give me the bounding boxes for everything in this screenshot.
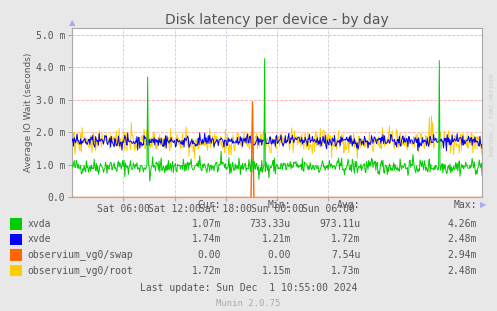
Text: 2.94m: 2.94m — [448, 250, 477, 260]
Text: 1.21m: 1.21m — [261, 234, 291, 244]
Text: Max:: Max: — [454, 200, 477, 210]
Text: Min:: Min: — [267, 200, 291, 210]
Text: Last update: Sun Dec  1 10:55:00 2024: Last update: Sun Dec 1 10:55:00 2024 — [140, 283, 357, 293]
Text: observium_vg0/swap: observium_vg0/swap — [27, 249, 133, 261]
Text: observium_vg0/root: observium_vg0/root — [27, 265, 133, 276]
Text: Munin 2.0.75: Munin 2.0.75 — [216, 299, 281, 308]
Text: 2.48m: 2.48m — [448, 234, 477, 244]
Text: ▲: ▲ — [69, 18, 76, 27]
Text: 1.72m: 1.72m — [331, 234, 360, 244]
Text: Cur:: Cur: — [198, 200, 221, 210]
Text: 1.07m: 1.07m — [192, 219, 221, 229]
Text: xvda: xvda — [27, 219, 51, 229]
Text: RRDTOOL / TOBI OETIKER: RRDTOOL / TOBI OETIKER — [490, 74, 495, 156]
Text: 7.54u: 7.54u — [331, 250, 360, 260]
Text: 733.33u: 733.33u — [249, 219, 291, 229]
Text: xvde: xvde — [27, 234, 51, 244]
Text: 1.74m: 1.74m — [192, 234, 221, 244]
Y-axis label: Average IO Wait (seconds): Average IO Wait (seconds) — [24, 53, 33, 172]
Title: Disk latency per device - by day: Disk latency per device - by day — [165, 13, 389, 27]
Text: 0.00: 0.00 — [267, 250, 291, 260]
Text: 973.11u: 973.11u — [319, 219, 360, 229]
Text: 0.00: 0.00 — [198, 250, 221, 260]
Text: 1.73m: 1.73m — [331, 266, 360, 276]
Text: ▶: ▶ — [480, 200, 486, 209]
Text: 1.72m: 1.72m — [192, 266, 221, 276]
Text: 1.15m: 1.15m — [261, 266, 291, 276]
Text: 2.48m: 2.48m — [448, 266, 477, 276]
Text: Avg:: Avg: — [337, 200, 360, 210]
Text: 4.26m: 4.26m — [448, 219, 477, 229]
